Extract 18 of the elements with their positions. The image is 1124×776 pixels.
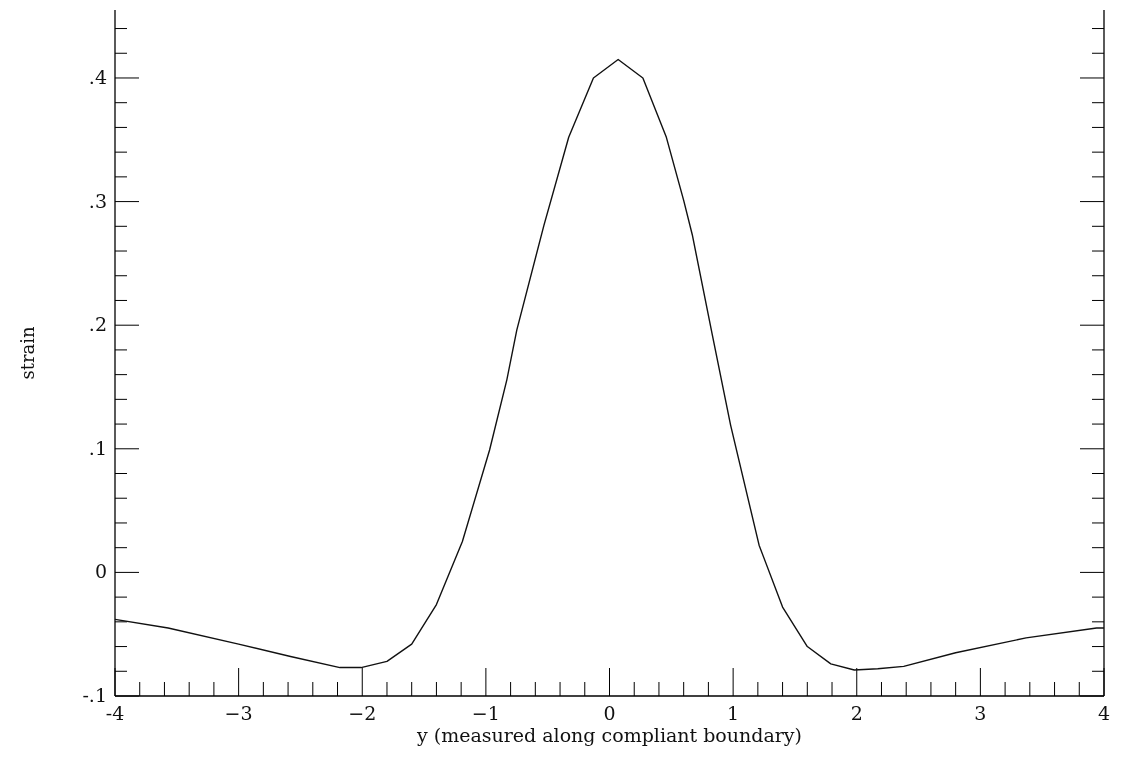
x-tick-label: −2 xyxy=(348,702,377,724)
x-tick-label: −3 xyxy=(224,702,253,724)
y-tick-label: .1 xyxy=(88,436,107,459)
y-tick-label: 0 xyxy=(94,560,107,583)
y-tick-label: .3 xyxy=(88,189,107,212)
y-tick-label: .4 xyxy=(88,65,107,88)
x-tick-label: 2 xyxy=(850,702,863,724)
y-tick-label: -.1 xyxy=(82,684,107,706)
y-tick-label: .2 xyxy=(88,313,107,336)
x-tick-label: 1 xyxy=(727,702,740,724)
x-axis-title: y (measured along compliant boundary) xyxy=(415,724,803,746)
x-tick-label: −1 xyxy=(471,702,500,724)
x-tick-label: -4 xyxy=(105,702,125,724)
x-tick-label: 4 xyxy=(1097,702,1111,724)
x-tick-label: 0 xyxy=(603,702,616,724)
y-axis-title: strain xyxy=(17,326,38,380)
x-tick-label: 3 xyxy=(974,702,987,724)
line-series xyxy=(114,58,1105,671)
